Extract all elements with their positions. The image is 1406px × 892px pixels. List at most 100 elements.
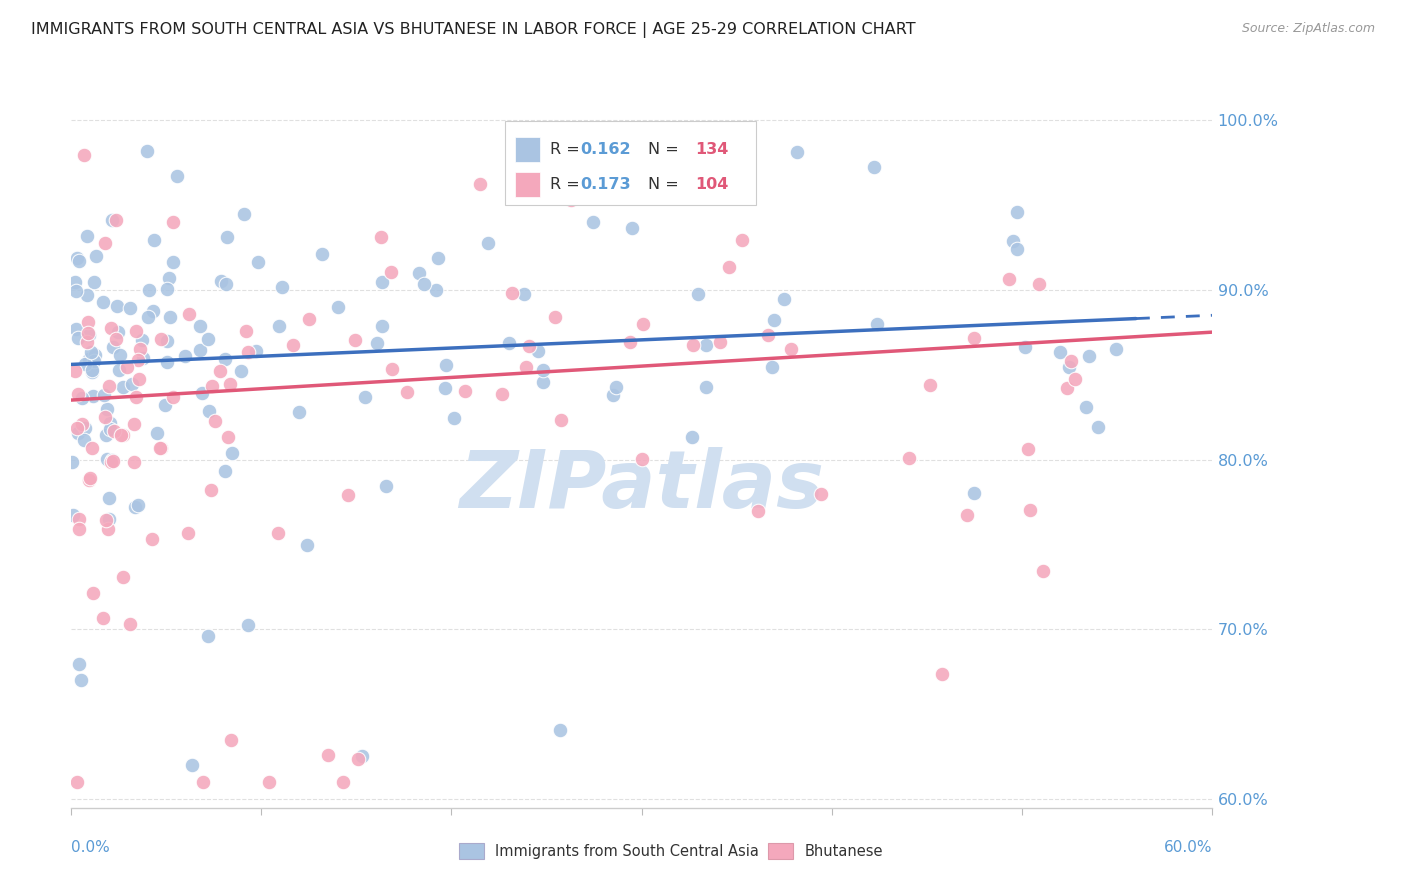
Point — [288, 405, 311, 419]
Point — [77, 473, 100, 487]
Point — [162, 215, 184, 229]
Point — [101, 453, 124, 467]
Point — [118, 617, 141, 632]
Point — [156, 334, 179, 348]
Point — [621, 220, 644, 235]
Point — [73, 357, 96, 371]
Point — [162, 390, 184, 404]
Point — [91, 295, 114, 310]
Point — [128, 372, 150, 386]
Point — [468, 178, 491, 192]
Point — [162, 254, 184, 268]
Point — [191, 385, 214, 400]
Point — [491, 387, 513, 401]
Point — [956, 508, 979, 523]
Point — [1078, 349, 1101, 363]
Point — [155, 282, 177, 296]
Point — [963, 331, 986, 345]
Point — [82, 586, 104, 600]
Point — [527, 343, 550, 358]
Point — [157, 271, 180, 285]
Point — [94, 236, 117, 251]
Point — [371, 319, 394, 334]
Point — [77, 327, 100, 342]
Point — [103, 454, 125, 468]
Point — [283, 338, 305, 352]
Point — [1014, 340, 1036, 354]
Point — [83, 275, 105, 289]
Point — [138, 283, 160, 297]
Point — [454, 384, 477, 398]
Text: IMMIGRANTS FROM SOUTH CENTRAL ASIA VS BHUTANESE IN LABOR FORCE | AGE 25-29 CORRE: IMMIGRANTS FROM SOUTH CENTRAL ASIA VS BH… — [31, 22, 915, 38]
Point — [786, 145, 808, 160]
Text: 0.162: 0.162 — [581, 143, 631, 157]
Point — [866, 317, 889, 331]
Point — [247, 255, 270, 269]
Text: 0.0%: 0.0% — [72, 840, 110, 855]
Point — [477, 236, 499, 251]
Point — [67, 331, 90, 345]
Text: 60.0%: 60.0% — [1163, 840, 1212, 855]
Point — [311, 247, 333, 261]
Point — [103, 341, 125, 355]
Point — [143, 233, 166, 247]
Point — [198, 404, 221, 418]
Point — [221, 446, 243, 460]
Point — [501, 286, 523, 301]
Point — [200, 483, 222, 498]
Point — [197, 332, 219, 346]
Text: Immigrants from South Central Asia: Immigrants from South Central Asia — [495, 844, 759, 859]
Point — [810, 487, 832, 501]
Point — [1028, 277, 1050, 292]
Point — [77, 351, 100, 366]
Point — [761, 360, 783, 375]
Point — [98, 491, 121, 505]
Point — [515, 359, 537, 374]
Point — [67, 512, 90, 526]
Point — [125, 324, 148, 338]
Text: 104: 104 — [696, 177, 728, 192]
Point — [65, 285, 87, 299]
Point — [100, 321, 122, 335]
Point — [129, 342, 152, 356]
Point — [695, 338, 717, 352]
Point — [412, 277, 434, 292]
Point — [80, 345, 103, 359]
Point — [997, 272, 1019, 286]
Point — [66, 387, 89, 401]
Point — [1087, 420, 1109, 434]
Point — [425, 284, 447, 298]
Text: R =: R = — [550, 143, 585, 157]
Point — [498, 336, 520, 351]
Point — [122, 455, 145, 469]
Point — [70, 417, 93, 432]
Point — [76, 228, 98, 243]
Point — [731, 234, 754, 248]
Point — [73, 148, 96, 162]
Point — [217, 230, 239, 244]
Point — [513, 286, 536, 301]
Point — [931, 667, 953, 681]
Point — [1049, 345, 1071, 359]
Point — [76, 334, 98, 349]
Point — [108, 363, 131, 377]
Point — [110, 428, 132, 442]
Y-axis label: In Labor Force | Age 25-29: In Labor Force | Age 25-29 — [0, 342, 8, 544]
Point — [1017, 442, 1039, 457]
Point — [366, 336, 388, 351]
Point — [233, 207, 256, 221]
Point — [77, 326, 100, 340]
Point — [219, 732, 242, 747]
Point — [188, 319, 211, 334]
Point — [84, 249, 107, 263]
Point — [93, 388, 115, 402]
Point — [1074, 401, 1097, 415]
Point — [235, 324, 257, 338]
Point — [619, 334, 641, 349]
Point — [67, 657, 90, 672]
Point — [863, 160, 886, 174]
Point — [897, 450, 920, 465]
Point — [433, 380, 456, 394]
Point — [214, 464, 236, 478]
Point — [295, 537, 318, 551]
